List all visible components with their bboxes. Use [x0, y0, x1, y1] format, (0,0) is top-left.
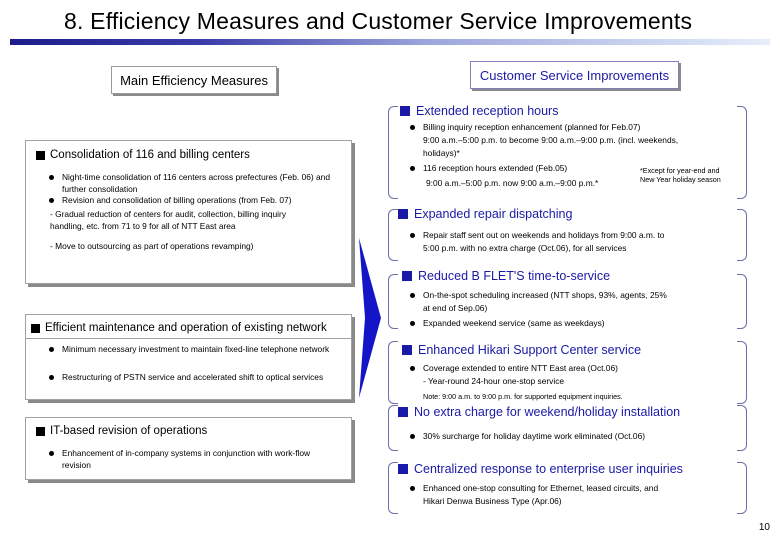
- square-bullet-icon: [398, 209, 408, 219]
- list-item: 30% surcharge for holiday daytime work e…: [410, 430, 730, 443]
- list-item: Repair staff sent out on weekends and ho…: [410, 229, 730, 242]
- network-maintenance-title: Efficient maintenance and operation of e…: [31, 322, 327, 334]
- list-item: Night-time consolidation of 116 centers …: [49, 172, 345, 195]
- bracket-right: [737, 462, 747, 514]
- page-title: 8. Efficiency Measures and Customer Serv…: [64, 8, 693, 34]
- main-efficiency-header: Main Efficiency Measures: [111, 66, 277, 94]
- list-item: 116 reception hours extended (Feb.05): [410, 162, 630, 175]
- bullet-dot-icon: [410, 434, 415, 439]
- sub-item: - Gradual reduction of centers for audit…: [50, 209, 287, 231]
- it-revision-title: IT-based revision of operations: [36, 425, 207, 437]
- sub-item: - Year-round 24-hour one-stop service: [423, 376, 565, 386]
- bullet-dot-icon: [410, 125, 415, 130]
- bullet-dot-icon: [49, 198, 54, 203]
- expanded-repair-title: Expanded repair dispatching: [398, 207, 572, 221]
- main-efficiency-header-label: Main Efficiency Measures: [120, 72, 268, 88]
- square-bullet-icon: [36, 150, 45, 160]
- list-item-continued: 9:00 a.m.–5:00 p.m. now 9:00 a.m.–9:00 p…: [426, 178, 599, 188]
- list-item: On-the-spot scheduling increased (NTT sh…: [410, 289, 730, 302]
- list-item-continued: 5:00 p.m. with no extra charge (Oct.06),…: [423, 243, 627, 253]
- square-bullet-icon: [398, 464, 408, 474]
- extended-reception-hours-title: Extended reception hours: [400, 104, 558, 118]
- customer-service-header-label: Customer Service Improvements: [479, 67, 670, 83]
- list-item: Minimum necessary investment to maintain…: [49, 344, 345, 356]
- bracket-left: [388, 462, 398, 514]
- bullet-dot-icon: [410, 293, 415, 298]
- network-maintenance-box: Efficient maintenance and operation of e…: [25, 314, 352, 400]
- bullet-dot-icon: [410, 321, 415, 326]
- consolidation-title: Consolidation of 116 and billing centers: [36, 149, 250, 161]
- square-bullet-icon: [402, 271, 412, 281]
- bracket-left: [388, 405, 398, 451]
- list-item: Enhanced one-stop consulting for Etherne…: [410, 482, 730, 495]
- it-revision-box: IT-based revision of operations Enhancem…: [25, 417, 352, 480]
- bullet-dot-icon: [49, 451, 54, 456]
- square-bullet-icon: [398, 407, 408, 417]
- bullet-dot-icon: [49, 175, 54, 180]
- consolidation-box: Consolidation of 116 and billing centers…: [25, 140, 352, 284]
- bracket-right: [737, 209, 747, 261]
- list-item: Coverage extended to entire NTT East are…: [410, 362, 730, 375]
- square-bullet-icon: [400, 106, 410, 116]
- list-item: Enhancement of in-company systems in con…: [49, 448, 329, 471]
- bullet-dot-icon: [49, 347, 54, 352]
- list-item: Billing inquiry reception enhancement (p…: [410, 121, 730, 134]
- list-item-continued: holidays)*: [423, 148, 460, 158]
- square-bullet-icon: [36, 426, 45, 436]
- bracket-left: [388, 209, 398, 261]
- list-item-continued: at end of Sep.06): [423, 303, 488, 313]
- bullet-dot-icon: [410, 233, 415, 238]
- divider: [26, 338, 351, 339]
- bullet-dot-icon: [410, 366, 415, 371]
- customer-service-header: Customer Service Improvements: [470, 61, 679, 89]
- title-underline: [10, 39, 770, 45]
- list-item: Restructuring of PSTN service and accele…: [49, 372, 345, 384]
- list-item: Revision and consolidation of billing op…: [49, 195, 345, 207]
- footnote: Note: 9:00 a.m. to 9:00 p.m. for support…: [423, 392, 623, 401]
- bullet-dot-icon: [410, 166, 415, 171]
- bullet-dot-icon: [49, 375, 54, 380]
- hikari-support-title: Enhanced Hikari Support Center service: [402, 343, 641, 357]
- list-item: Expanded weekend service (same as weekda…: [410, 317, 730, 330]
- bracket-right: [737, 274, 747, 329]
- no-extra-charge-title: No extra charge for weekend/holiday inst…: [398, 405, 680, 419]
- bracket-left: [388, 274, 398, 329]
- bracket-left: [388, 341, 398, 404]
- list-item-continued: 9:00 a.m.–5:00 p.m. to become 9:00 a.m.–…: [423, 135, 679, 145]
- footnote: New Year holiday season: [640, 175, 721, 184]
- bracket-right: [737, 106, 747, 199]
- square-bullet-icon: [402, 345, 412, 355]
- right-arrow-icon: [359, 238, 381, 398]
- bracket-right: [737, 405, 747, 451]
- bracket-right: [737, 341, 747, 404]
- bullet-dot-icon: [410, 486, 415, 491]
- reduced-flets-title: Reduced B FLET'S time-to-service: [402, 269, 610, 283]
- bracket-left: [388, 106, 398, 199]
- page-number: 10: [758, 522, 770, 533]
- list-item-continued: Hikari Denwa Business Type (Apr.06): [423, 496, 562, 506]
- footnote: *Except for year-end and: [640, 166, 720, 175]
- centralized-response-title: Centralized response to enterprise user …: [398, 462, 683, 476]
- square-bullet-icon: [31, 323, 40, 333]
- sub-item: - Move to outsourcing as part of operati…: [50, 241, 254, 251]
